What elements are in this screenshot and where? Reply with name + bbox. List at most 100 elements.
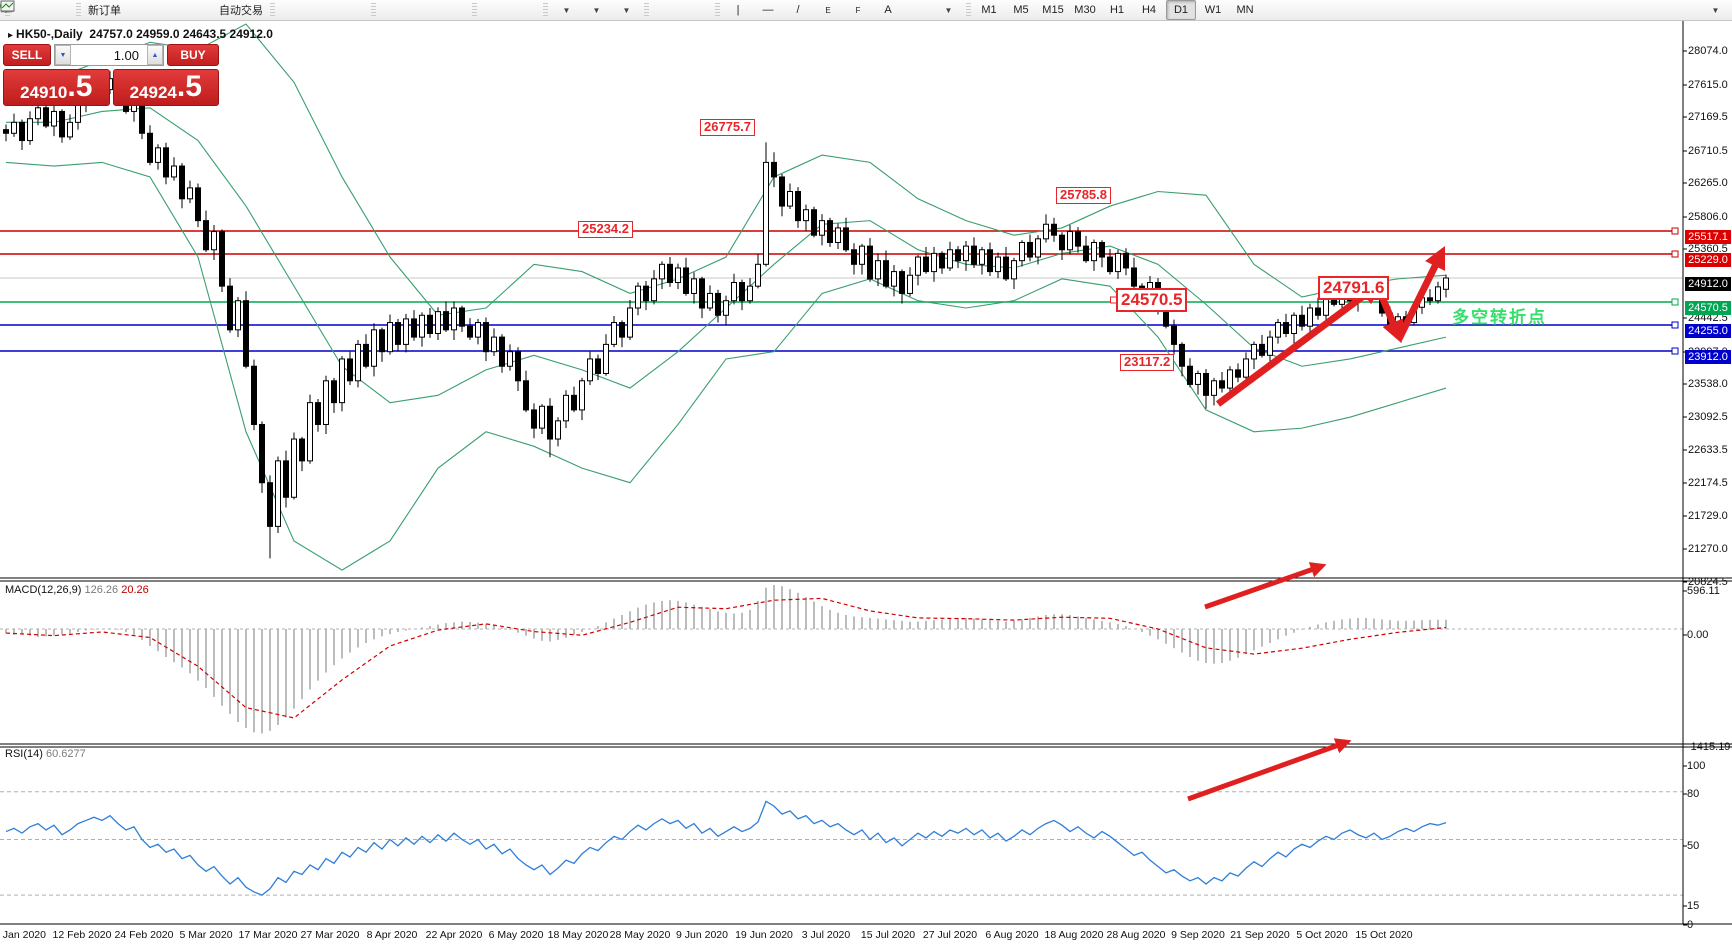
candle-body <box>1259 343 1265 356</box>
chart-note-text[interactable]: 多空转折点 <box>1452 308 1547 327</box>
collapse-arrow-icon[interactable]: ▸ <box>8 30 14 41</box>
bollinger-upper <box>5 23 1447 316</box>
trend-arrow[interactable] <box>1187 738 1352 802</box>
price-tick-label: 26710.5 <box>1688 145 1728 157</box>
candle-body <box>323 380 329 425</box>
volume-value[interactable]: 1.00 <box>113 47 139 63</box>
candle-body <box>219 231 225 287</box>
volume-stepper[interactable]: ▼ 1.00 ▲ <box>54 44 164 66</box>
price-callout[interactable]: 26775.7 <box>700 119 755 136</box>
timeframe-w1[interactable]: W1 <box>1204 4 1222 16</box>
candle-body <box>187 187 193 200</box>
toolbar-drag-handle[interactable] <box>715 3 720 17</box>
candle-body <box>947 249 953 269</box>
hline-endpoint[interactable] <box>1671 227 1679 235</box>
trend-arrow[interactable] <box>1204 562 1327 610</box>
buy-button[interactable]: BUY <box>167 44 219 66</box>
hline-endpoint[interactable] <box>1671 298 1679 306</box>
candle-body <box>363 343 369 367</box>
candle-body <box>315 402 321 425</box>
candle-body <box>1179 343 1185 367</box>
toolbar: 新订单 自动交易 ▼ ▼ ▼ | — / E F A T ▼ <box>0 0 1732 21</box>
candle-body <box>179 165 185 200</box>
candle-body <box>35 107 41 120</box>
toolbar-drag-handle[interactable] <box>543 3 548 17</box>
candle-body <box>1091 241 1097 262</box>
volume-decrease-button[interactable]: ▼ <box>55 45 71 65</box>
candle-body <box>587 358 593 382</box>
candle-body <box>963 245 969 262</box>
candle-body <box>443 311 449 331</box>
candle-body <box>1243 358 1249 378</box>
timeframe-mn[interactable]: MN <box>1236 4 1254 16</box>
timeframe-m5[interactable]: M5 <box>1013 4 1029 16</box>
candle-body <box>779 176 785 207</box>
toolbar-drag-handle[interactable] <box>644 3 649 17</box>
toolbar-drag-handle[interactable] <box>371 3 376 17</box>
timeframe-m1[interactable]: M1 <box>981 4 997 16</box>
candle-body <box>859 245 865 265</box>
bollinger-lower <box>5 161 1447 571</box>
vertical-line-button[interactable]: | <box>736 4 740 16</box>
candle-body <box>507 351 513 367</box>
candle-body <box>307 402 313 462</box>
candle-body <box>387 322 393 353</box>
candle-body <box>1035 238 1041 258</box>
toolbar-drag-handle[interactable] <box>76 3 81 17</box>
candle-body <box>603 343 609 375</box>
candle-body <box>51 110 57 127</box>
candle-body <box>19 121 25 142</box>
price-callout[interactable]: 23117.2 <box>1120 354 1175 371</box>
price-callout[interactable]: 25785.8 <box>1056 187 1111 204</box>
date-label: 19 Jun 2020 <box>735 929 793 941</box>
sell-button[interactable]: SELL <box>3 44 51 66</box>
toolbar-drag-handle[interactable] <box>966 3 971 17</box>
trendline-button[interactable]: / <box>796 4 800 16</box>
trend-arrow[interactable] <box>1215 281 1383 407</box>
trend-arrow[interactable] <box>1395 245 1446 341</box>
toolbar-extra-button[interactable]: ▼ <box>0 0 1730 20</box>
hline-endpoint[interactable] <box>1671 347 1679 355</box>
candle-body <box>523 380 529 411</box>
volume-increase-button[interactable]: ▲ <box>147 45 163 65</box>
sell-price-main: 24910 <box>20 82 68 102</box>
price-callout[interactable]: 24570.5 <box>1110 288 1188 312</box>
timeframe-m30[interactable]: M30 <box>1074 4 1096 16</box>
hline-endpoint[interactable] <box>1671 250 1679 258</box>
sell-price-panel[interactable]: 24910.5 <box>3 69 110 106</box>
candle-body <box>611 322 617 345</box>
candle-body <box>299 438 305 462</box>
toolbar-drag-handle[interactable] <box>472 3 477 17</box>
timeframe-h4[interactable]: H4 <box>1141 4 1157 16</box>
price-tick-label: 23092.5 <box>1688 411 1728 423</box>
candle-body <box>259 423 265 484</box>
hline-endpoint[interactable] <box>1671 321 1679 329</box>
candle-body <box>267 482 273 527</box>
toolbar-drag-handle[interactable] <box>270 3 275 17</box>
candle-body <box>1083 245 1089 262</box>
price-callout[interactable]: 25234.2 <box>578 221 633 238</box>
timeframe-h1[interactable]: H1 <box>1109 4 1125 16</box>
price-callout[interactable]: 24791.6 <box>1318 276 1390 300</box>
candle-body <box>491 336 497 353</box>
candle-body <box>1131 267 1137 287</box>
horizontal-line-button[interactable]: — <box>762 4 774 16</box>
macd-label: MACD(12,26,9) 126.26 20.26 <box>5 584 149 596</box>
candle-body <box>1227 369 1233 389</box>
candle-body <box>467 325 473 338</box>
buy-price-panel[interactable]: 24924.5 <box>112 69 219 106</box>
date-label: 15 Jul 2020 <box>860 929 916 941</box>
text-button[interactable]: A <box>884 4 892 16</box>
one-click-trading-panel: SELL ▼ 1.00 ▲ BUY 24910.5 24924.5 <box>3 44 219 106</box>
candle-body <box>243 300 249 367</box>
candle-body <box>763 161 769 265</box>
timeframe-d1[interactable]: D1 <box>1166 0 1196 20</box>
price-badge: 24912.0 <box>1685 277 1731 291</box>
candle-body <box>43 107 49 127</box>
candle-body <box>939 252 945 269</box>
timeframe-m15[interactable]: M15 <box>1042 4 1064 16</box>
rsi-tick-label: 50 <box>1687 840 1700 852</box>
candle-body <box>1427 297 1433 302</box>
date-label: 8 Apr 2020 <box>366 929 418 941</box>
